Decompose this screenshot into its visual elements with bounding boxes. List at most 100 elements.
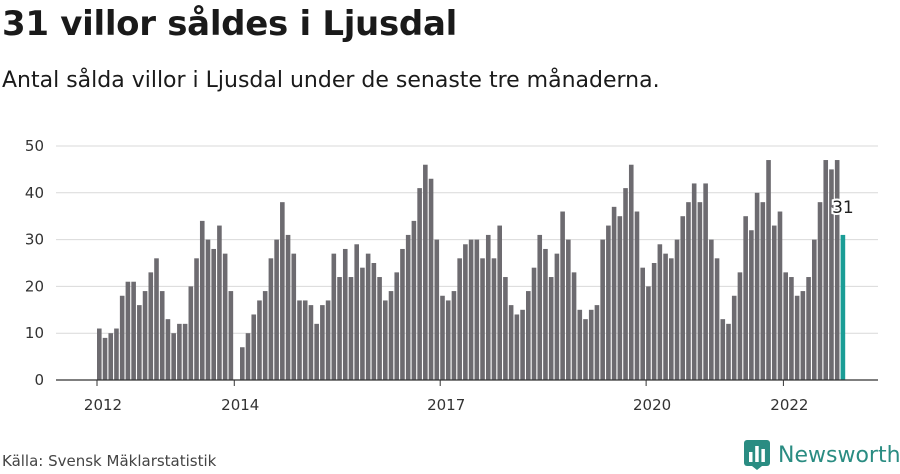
bar bbox=[114, 328, 119, 380]
bar bbox=[280, 202, 285, 380]
bar bbox=[754, 192, 760, 380]
y-tick-label: 30 bbox=[25, 231, 44, 249]
bar bbox=[537, 234, 543, 380]
bar bbox=[531, 267, 537, 380]
bar bbox=[548, 277, 554, 380]
bar bbox=[188, 286, 194, 380]
bar bbox=[628, 164, 634, 380]
bar bbox=[371, 263, 377, 380]
bar bbox=[714, 258, 720, 380]
bar bbox=[451, 291, 457, 380]
bar bbox=[383, 300, 388, 380]
bar bbox=[337, 277, 342, 380]
bar bbox=[783, 272, 788, 380]
bar bbox=[411, 220, 417, 380]
bar bbox=[817, 202, 823, 380]
bar bbox=[771, 225, 777, 380]
bar bbox=[583, 319, 588, 380]
axes: 0 10 20 30 40 50 2012 2014 2017 2020 2022 bbox=[25, 137, 878, 414]
bar bbox=[611, 206, 617, 380]
bar bbox=[377, 277, 382, 380]
bar bbox=[720, 319, 726, 380]
bar bbox=[445, 300, 451, 380]
bar bbox=[606, 225, 611, 380]
chart-subtitle: Antal sålda villor i Ljusdal under de se… bbox=[2, 68, 660, 93]
bar bbox=[491, 258, 497, 380]
bar bbox=[97, 328, 102, 380]
bar bbox=[823, 160, 829, 380]
y-tick-label: 50 bbox=[25, 137, 44, 155]
bar bbox=[285, 234, 291, 380]
bar bbox=[148, 272, 154, 380]
bar bbox=[600, 239, 605, 380]
bar bbox=[171, 333, 176, 380]
chart-title: 31 villor såldes i Ljusdal bbox=[2, 4, 457, 44]
bar bbox=[526, 291, 531, 380]
bar bbox=[308, 305, 314, 380]
bar bbox=[743, 216, 748, 380]
bar bbox=[737, 272, 743, 380]
bar bbox=[812, 239, 817, 380]
bar bbox=[691, 183, 697, 380]
bar bbox=[314, 323, 319, 380]
annotations: 31 bbox=[830, 196, 856, 220]
bar bbox=[205, 239, 211, 380]
bar bbox=[159, 291, 165, 380]
bar bbox=[354, 244, 359, 380]
bar bbox=[480, 258, 485, 380]
bar bbox=[119, 295, 125, 380]
bar bbox=[274, 239, 279, 380]
bar bbox=[463, 244, 468, 380]
bar bbox=[428, 178, 434, 380]
bar bbox=[257, 300, 262, 380]
bar bbox=[766, 160, 771, 380]
bar bbox=[663, 253, 668, 380]
bar bbox=[520, 309, 525, 380]
bar bbox=[165, 319, 171, 380]
bar bbox=[468, 239, 474, 380]
bar bbox=[245, 333, 251, 380]
bar bbox=[674, 239, 680, 380]
bar bbox=[142, 291, 148, 380]
bar bbox=[703, 183, 708, 380]
bar bbox=[577, 309, 583, 380]
bar bbox=[108, 333, 114, 380]
bar bbox=[554, 253, 560, 380]
bar bbox=[588, 309, 594, 380]
bar bbox=[697, 202, 703, 380]
bar bbox=[503, 277, 508, 380]
bar bbox=[749, 230, 754, 380]
bar bbox=[686, 202, 691, 380]
bar bbox=[125, 281, 131, 380]
y-tick-label: 0 bbox=[34, 371, 44, 389]
bar bbox=[440, 295, 445, 380]
bar bbox=[199, 220, 205, 380]
bar bbox=[302, 300, 308, 380]
bar bbox=[640, 267, 645, 380]
bar bbox=[365, 253, 371, 380]
bar bbox=[623, 188, 628, 380]
bar bbox=[320, 305, 325, 380]
bar bbox=[388, 291, 394, 380]
bar bbox=[566, 239, 571, 380]
x-tick-label: 2017 bbox=[427, 396, 465, 414]
bar bbox=[651, 263, 657, 380]
bar bbox=[154, 258, 159, 380]
bar bbox=[617, 216, 623, 380]
bar bbox=[594, 305, 600, 380]
bar bbox=[634, 211, 640, 380]
bar bbox=[669, 258, 674, 380]
bar bbox=[342, 248, 348, 380]
bar-series bbox=[97, 160, 846, 380]
newsworthy-logo: Newsworthy bbox=[744, 440, 900, 470]
newsworthy-logo-icon bbox=[744, 440, 770, 470]
bar bbox=[646, 286, 651, 380]
bar bbox=[497, 225, 502, 380]
y-tick-label: 20 bbox=[25, 277, 44, 295]
bar bbox=[222, 253, 228, 380]
bar-chart: 0 10 20 30 40 50 2012 2014 2017 2020 2022 31 bbox=[25, 137, 878, 414]
bar bbox=[474, 239, 480, 380]
y-tick-label: 40 bbox=[25, 184, 44, 202]
bar bbox=[731, 295, 737, 380]
bar bbox=[508, 305, 514, 380]
